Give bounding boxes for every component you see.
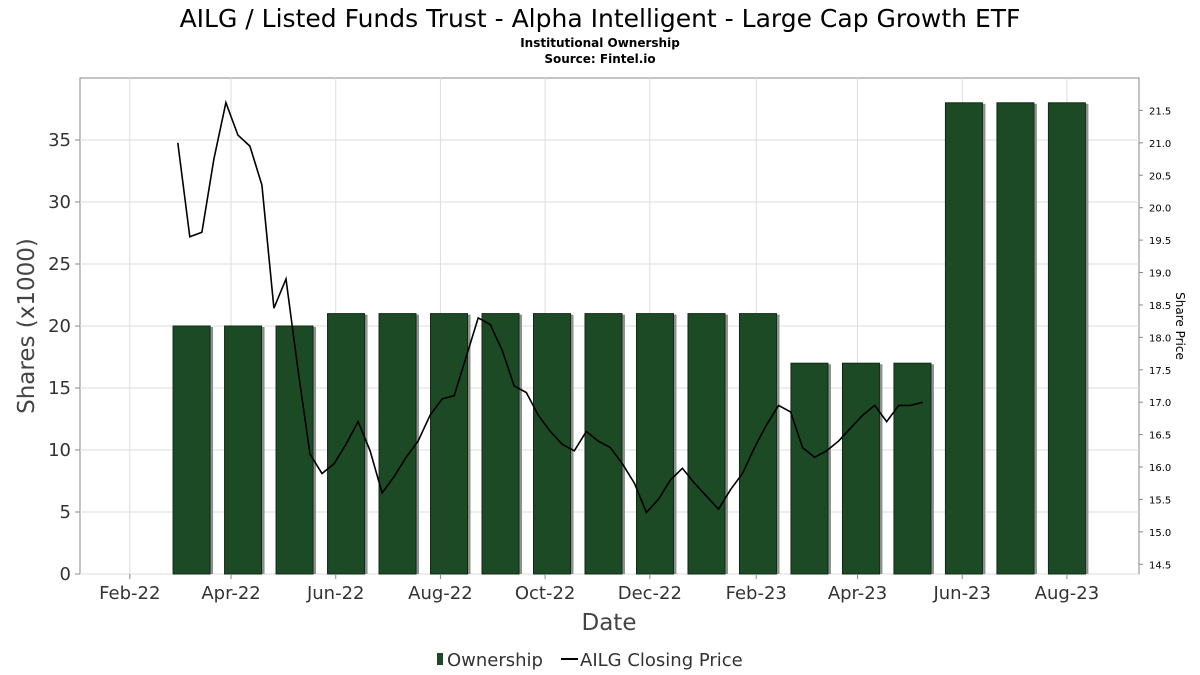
x-tick-label: Feb-23	[726, 583, 787, 604]
x-tick-label: Aug-23	[1035, 583, 1100, 604]
y2-tick-label: 15.5	[1149, 495, 1171, 506]
y2-tick-label: 18.5	[1149, 301, 1171, 312]
legend: Ownership AILG Closing Price	[437, 650, 743, 671]
ownership-bar	[327, 313, 366, 575]
x-tick-label: Jun-23	[932, 583, 991, 604]
x-tick-label: Dec-22	[618, 583, 682, 604]
ownership-bar	[533, 313, 572, 575]
ownership-bar	[1047, 102, 1086, 575]
x-tick-label: Feb-22	[99, 583, 160, 604]
ownership-bar	[893, 362, 932, 575]
x-tick-label: Jun-22	[306, 583, 365, 604]
x-tick-label: Aug-22	[408, 583, 473, 604]
ownership-bar	[687, 313, 726, 575]
x-axis-label: Date	[582, 610, 637, 636]
ownership-bar	[584, 313, 623, 575]
price-line	[177, 99, 923, 514]
legend-ownership-swatch	[437, 653, 443, 665]
ownership-bar	[430, 313, 469, 575]
y-tick-label: 35	[48, 130, 71, 151]
chart-title: AILG / Listed Funds Trust - Alpha Intell…	[180, 4, 1021, 33]
y2-tick-label: 15.0	[1149, 528, 1171, 539]
chart-subtitle-ownership: Institutional Ownership	[520, 36, 680, 50]
y2-tick-label: 19.5	[1149, 236, 1171, 247]
axes: 0 5 10 15 20 25 30 35 Feb-22 Apr-22 Jun-22 Aug-22 Oc…	[48, 106, 1171, 604]
chart-subtitle-source: Source: Fintel.io	[544, 52, 655, 66]
x-tick-label: Apr-22	[201, 583, 260, 604]
ownership-bar	[944, 102, 983, 575]
y2-tick-label: 19.0	[1149, 269, 1171, 280]
y-tick-label: 25	[48, 254, 71, 275]
ownership-bar	[635, 313, 674, 575]
y2-tick-label: 18.0	[1149, 333, 1171, 344]
ownership-bars	[172, 102, 1089, 575]
ownership-bar	[172, 325, 211, 575]
ownership-bar	[378, 313, 417, 575]
y2-axis-label: Share Price	[1173, 292, 1187, 360]
y2-tick-label: 16.5	[1149, 431, 1171, 442]
ownership-bar	[996, 102, 1035, 575]
y2-tick-label: 21.0	[1149, 139, 1171, 150]
ownership-bar	[841, 362, 880, 575]
y-tick-label: 5	[60, 502, 71, 523]
legend-price-label: AILG Closing Price	[580, 650, 743, 671]
x-tick-label: Apr-23	[828, 583, 887, 604]
y2-tick-label: 20.0	[1149, 204, 1171, 215]
y-tick-label: 15	[48, 378, 71, 399]
y2-tick-label: 16.0	[1149, 463, 1171, 474]
y-tick-label: 10	[48, 440, 71, 461]
y-tick-label: 30	[48, 192, 71, 213]
y-tick-label: 0	[60, 564, 71, 585]
ownership-bar	[275, 325, 314, 575]
ownership-bar	[481, 313, 520, 575]
y2-tick-label: 17.0	[1149, 398, 1171, 409]
price-line-layer	[177, 99, 923, 514]
ownership-bar	[224, 325, 263, 575]
ownership-bar	[738, 313, 777, 575]
x-tick-label: Oct-22	[515, 583, 576, 604]
y-axis-label: Shares (x1000)	[14, 238, 40, 414]
y2-tick-label: 20.5	[1149, 171, 1171, 182]
y2-tick-label: 14.5	[1149, 560, 1171, 571]
y2-tick-label: 17.5	[1149, 366, 1171, 377]
legend-ownership-label: Ownership	[447, 650, 543, 671]
y2-tick-label: 21.5	[1149, 106, 1171, 117]
ownership-bar	[790, 362, 829, 575]
y-tick-label: 20	[48, 316, 71, 337]
